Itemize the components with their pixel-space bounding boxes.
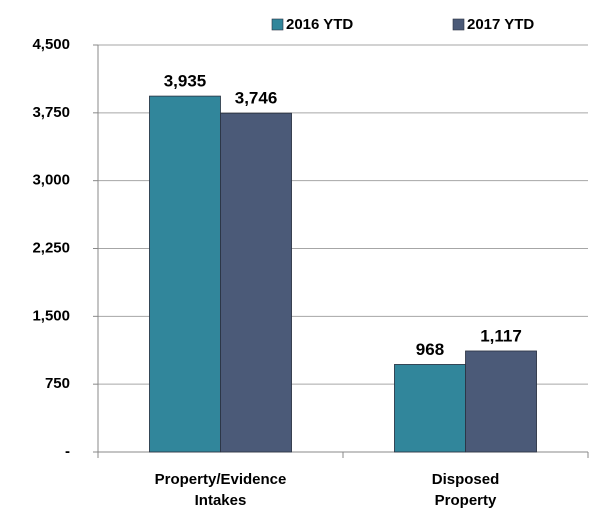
bar — [465, 350, 537, 453]
x-tick-label: Disposed Property — [431, 471, 500, 509]
data-label: 3,935 — [164, 72, 207, 91]
data-label: 3,746 — [235, 89, 278, 108]
legend-swatch — [452, 18, 465, 31]
y-tick-label: - — [65, 443, 70, 460]
bar — [394, 364, 466, 453]
y-tick-label: 2,250 — [32, 239, 70, 256]
legend-label: 2017 YTD — [467, 16, 534, 33]
data-label: 968 — [416, 340, 444, 359]
y-tick-label: 750 — [45, 375, 70, 392]
legend-swatch — [271, 18, 284, 31]
bar — [149, 95, 221, 453]
data-label: 1,117 — [480, 326, 522, 345]
bar — [220, 112, 292, 453]
x-tick-label: Property/Evidence Intakes — [154, 471, 287, 509]
y-tick-label: 1,500 — [32, 307, 70, 324]
legend-label: 2016 YTD — [286, 16, 353, 33]
y-tick-label: 4,500 — [32, 36, 70, 53]
y-tick-label: 3,000 — [32, 172, 70, 189]
y-tick-label: 3,750 — [32, 104, 70, 121]
